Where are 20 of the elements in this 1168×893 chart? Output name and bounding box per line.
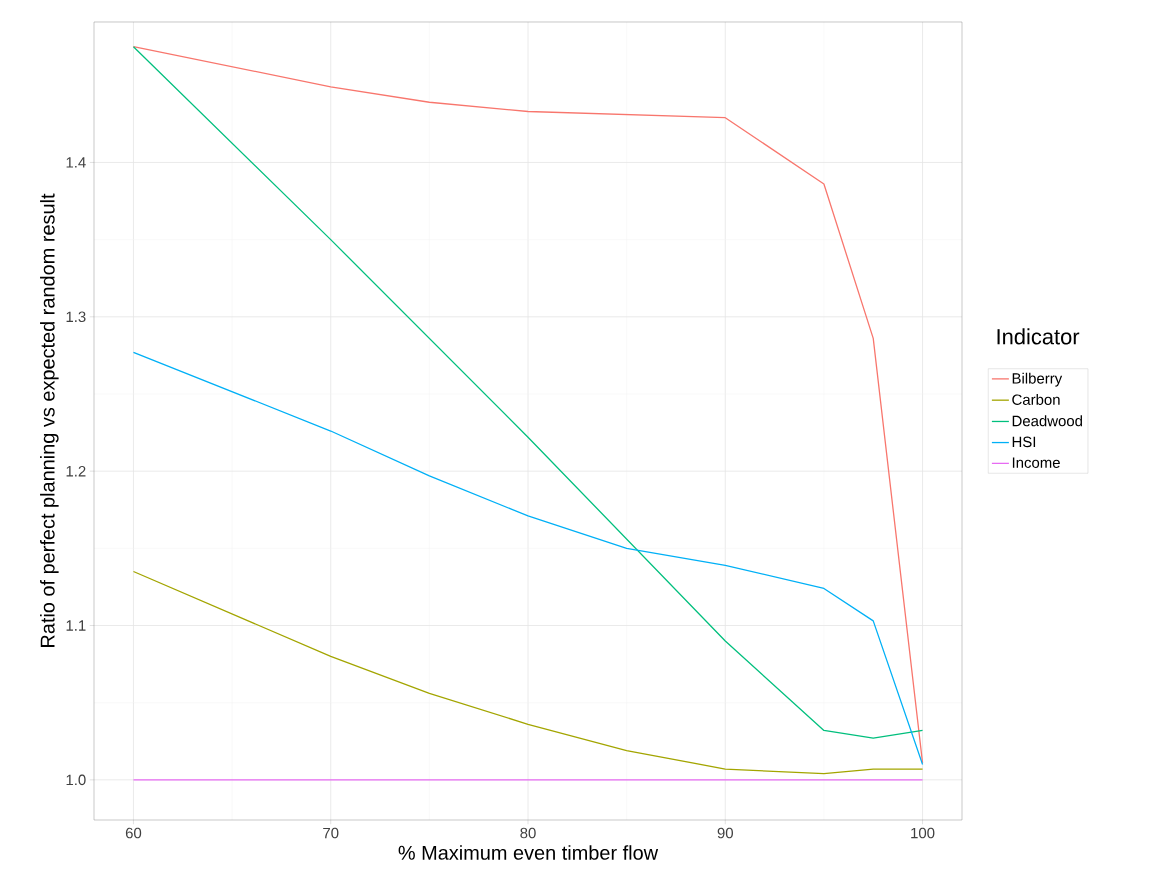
legend-label: Deadwood [1012, 415, 1082, 427]
x-tick-label: 70 [323, 827, 339, 839]
x-tick-label: 100 [911, 827, 935, 839]
legend-label: Carbon [1012, 394, 1060, 405]
line-series [132, 351, 924, 766]
y-tick-label: 1.3 [66, 311, 86, 323]
legend-label: Income [1012, 457, 1060, 468]
x-tick-label: 60 [125, 827, 142, 839]
y-tick-label: 1.2 [66, 465, 86, 477]
line-series [132, 570, 924, 775]
x-tick-label: 80 [520, 827, 536, 839]
legend-title: Indicator [997, 328, 1080, 345]
legend-label: Bilberry [1012, 372, 1063, 387]
x-axis-title: % Maximum even timber flow [398, 845, 659, 860]
x-tick-label: 90 [717, 827, 733, 839]
y-tick-label: 1.1 [66, 620, 86, 631]
y-tick-label: 1.4 [66, 157, 86, 168]
y-tick-label: 1.0 [66, 774, 86, 786]
y-axis-title: Ratio of perfect planning vs expected random result [40, 193, 59, 647]
legend-label: HSI [1012, 436, 1036, 448]
